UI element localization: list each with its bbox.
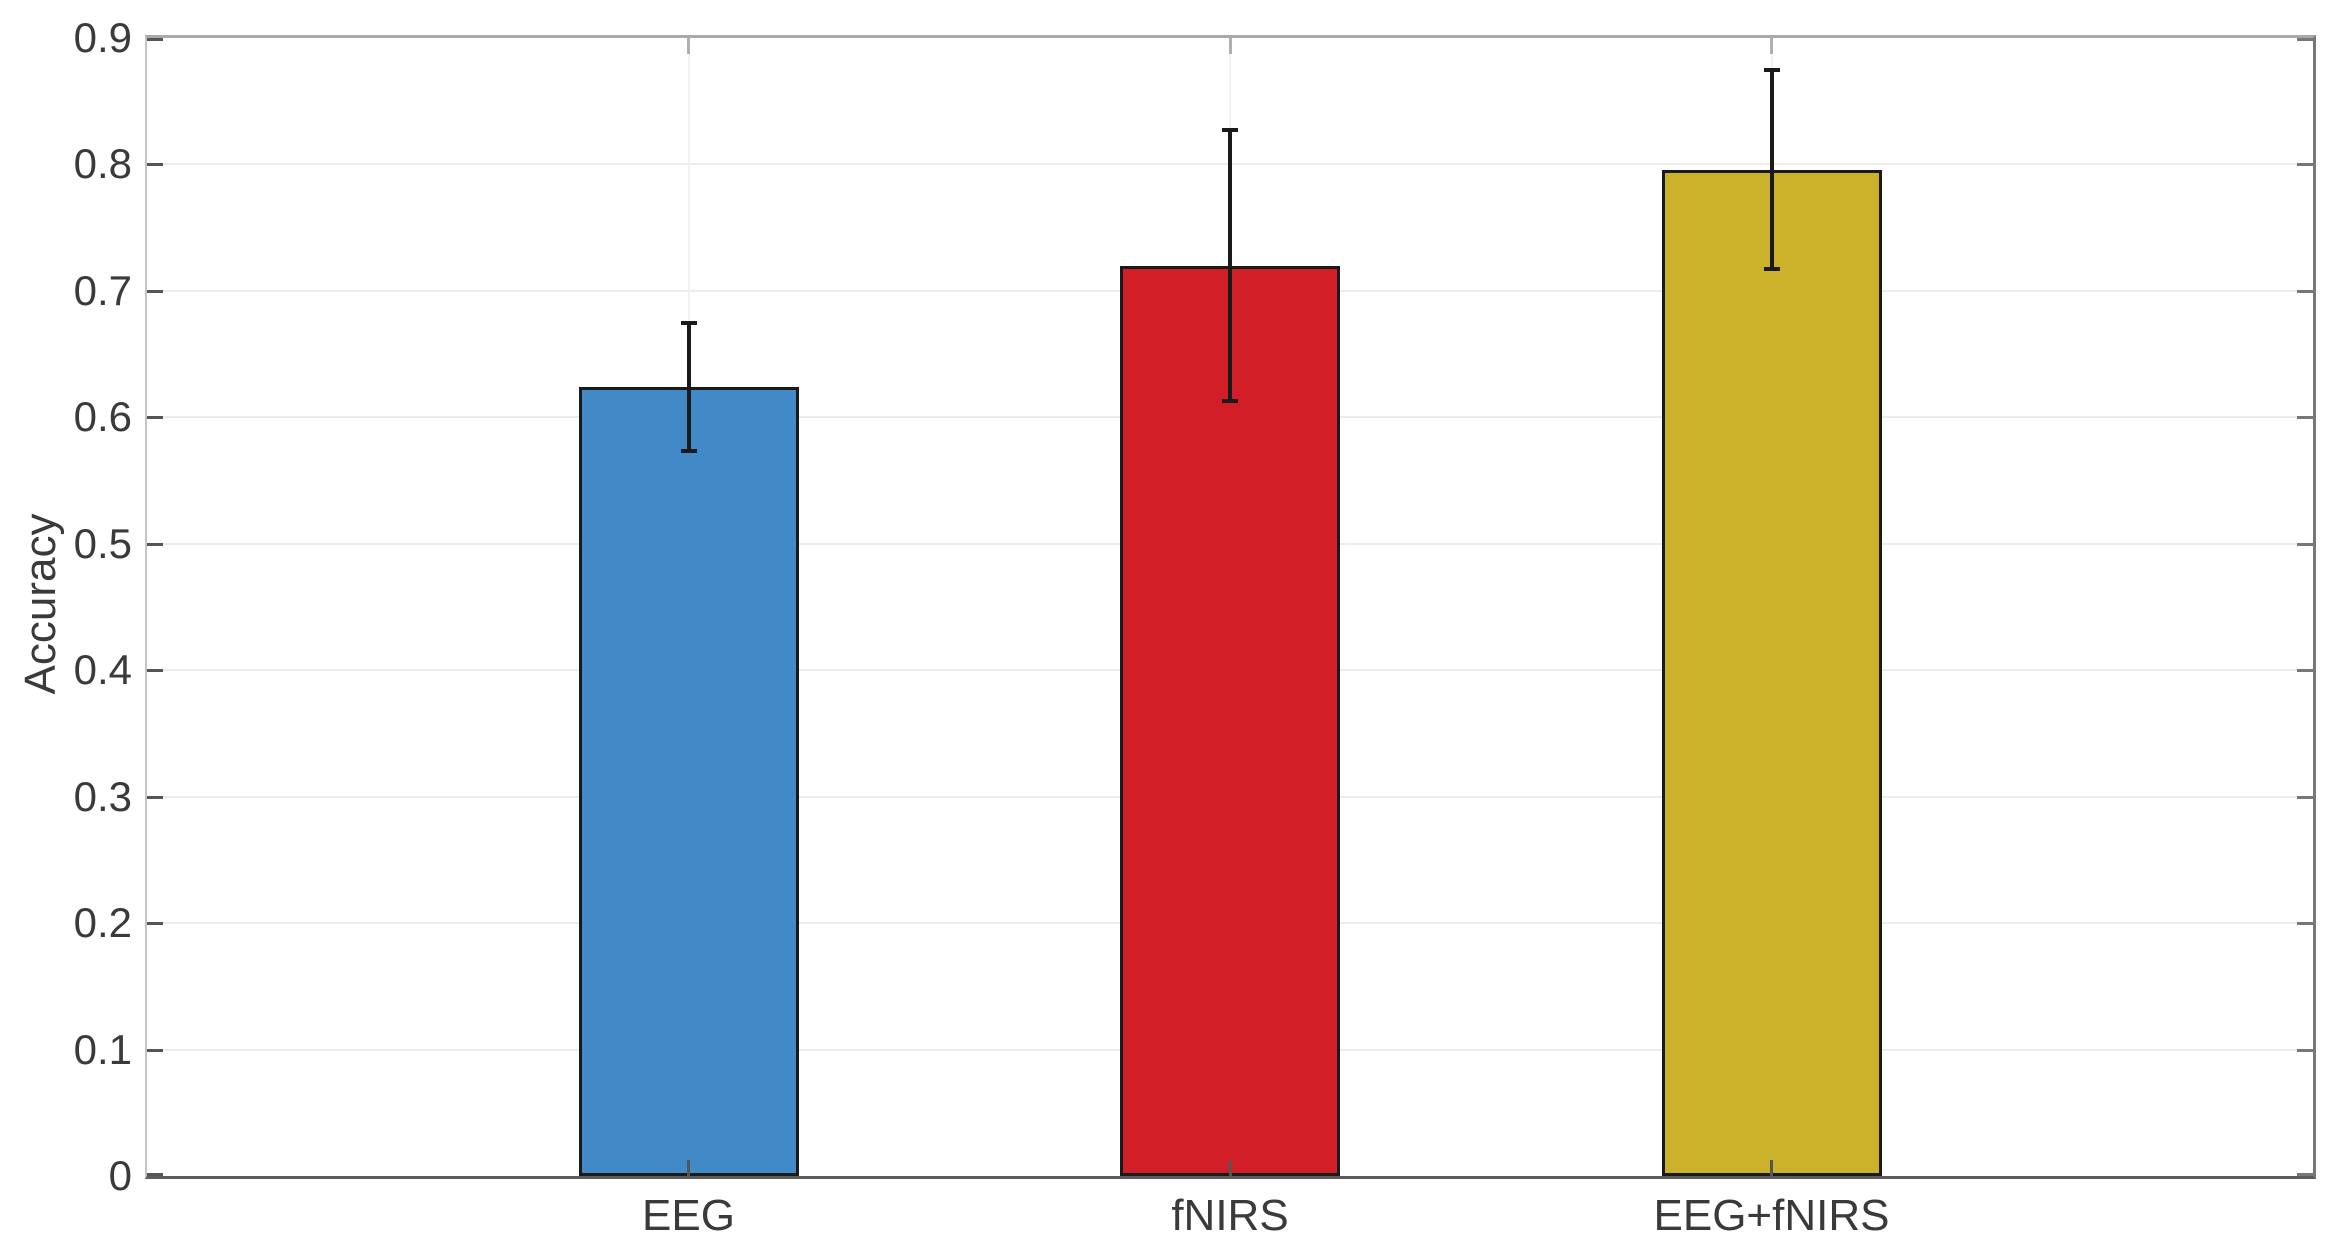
y-tick-right bbox=[2297, 416, 2313, 420]
y-tick-label: 0.2 bbox=[73, 899, 132, 947]
y-tick-label: 0.9 bbox=[73, 14, 132, 61]
y-tick-left bbox=[147, 163, 163, 167]
error-bar-line bbox=[686, 322, 691, 452]
y-tick-label: 0.5 bbox=[73, 519, 132, 567]
x-tick-label: EEG+fNIRS bbox=[1653, 1191, 1890, 1240]
y-tick-label: 0.6 bbox=[73, 393, 132, 441]
error-bar-cap-bottom bbox=[1763, 267, 1780, 272]
plot-area bbox=[145, 35, 2316, 1179]
bar-eeg-fnirs bbox=[1661, 169, 1882, 1176]
y-tick-right bbox=[2297, 38, 2313, 41]
y-tick-label: 0.3 bbox=[73, 772, 132, 820]
y-tick-left bbox=[147, 1173, 163, 1176]
y-tick-label: 0.4 bbox=[73, 646, 132, 694]
x-tick-top bbox=[687, 38, 690, 54]
y-tick-left bbox=[147, 38, 163, 41]
y-tick-label: 0.1 bbox=[73, 1025, 132, 1073]
error-bar-cap-top bbox=[1763, 67, 1780, 72]
x-tick-bottom bbox=[687, 1160, 690, 1176]
y-tick-right bbox=[2297, 1048, 2313, 1052]
bar-eeg bbox=[578, 387, 799, 1176]
error-bar-line bbox=[1769, 69, 1774, 270]
y-tick-left bbox=[147, 289, 163, 293]
y-tick-label: 0.8 bbox=[73, 140, 132, 188]
y-tick-label: 0 bbox=[108, 1152, 132, 1199]
x-tick-label: fNIRS bbox=[1171, 1191, 1289, 1240]
x-tick-bottom bbox=[1228, 1160, 1232, 1176]
y-tick-right bbox=[2297, 289, 2313, 293]
error-bar-cap-top bbox=[1222, 128, 1238, 133]
y-tick-left bbox=[147, 416, 163, 420]
error-bar-line bbox=[1228, 130, 1232, 401]
x-tick-top bbox=[1228, 38, 1232, 54]
y-tick-label: 0.7 bbox=[73, 266, 132, 314]
y-tick-left bbox=[147, 669, 163, 673]
y-tick-right bbox=[2297, 795, 2313, 799]
y-tick-right bbox=[2297, 1173, 2313, 1176]
y-tick-right bbox=[2297, 669, 2313, 673]
y-tick-right bbox=[2297, 542, 2313, 546]
y-tick-left bbox=[147, 922, 163, 926]
bar-fnirs bbox=[1120, 265, 1340, 1176]
error-bar-cap-bottom bbox=[680, 449, 697, 454]
y-tick-left bbox=[147, 542, 163, 546]
x-tick-top bbox=[1770, 38, 1773, 54]
y-tick-left bbox=[147, 795, 163, 799]
x-tick-bottom bbox=[1770, 1160, 1773, 1176]
x-tick-label: EEG bbox=[642, 1191, 735, 1240]
error-bar-cap-bottom bbox=[1222, 398, 1238, 403]
y-tick-right bbox=[2297, 163, 2313, 167]
error-bar-cap-top bbox=[680, 320, 697, 325]
y-tick-right bbox=[2297, 922, 2313, 926]
y-tick-left bbox=[147, 1048, 163, 1052]
